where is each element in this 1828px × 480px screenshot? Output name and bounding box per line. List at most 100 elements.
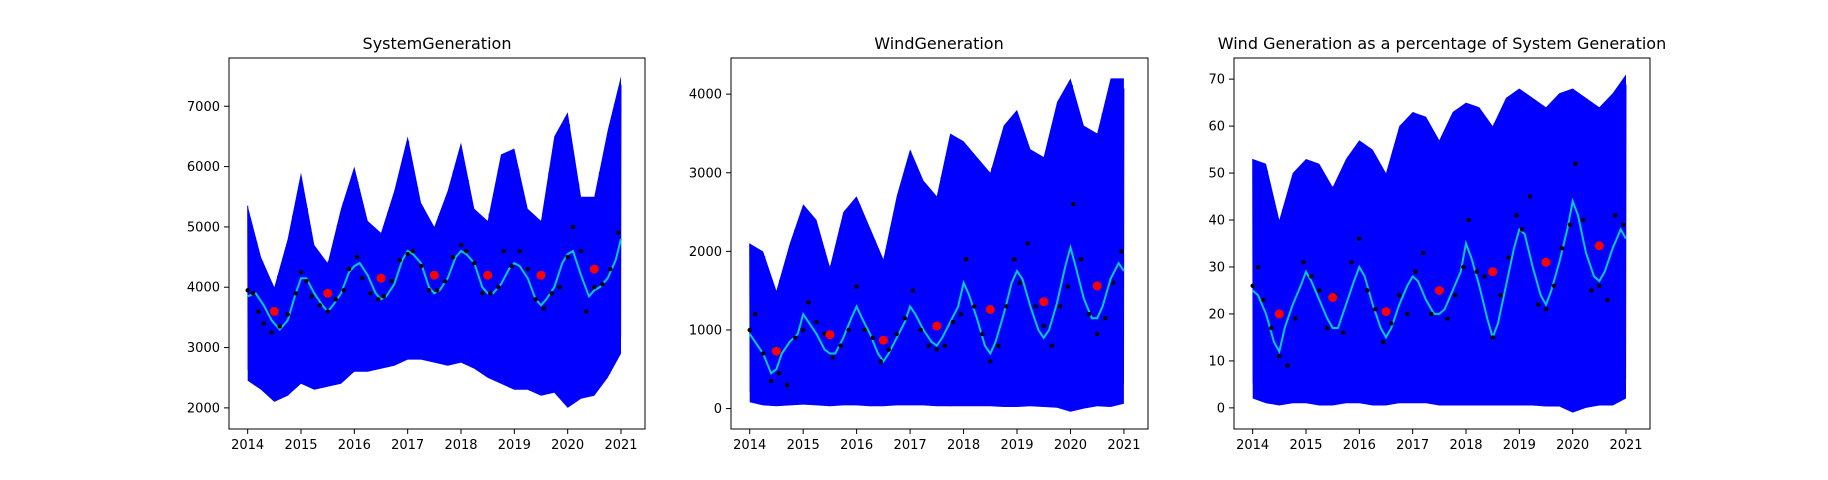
data-point-monthly	[1087, 312, 1092, 317]
data-point-monthly	[381, 294, 386, 299]
data-point-monthly	[1621, 222, 1626, 227]
data-point-monthly	[838, 343, 843, 348]
data-point-monthly	[1079, 257, 1084, 262]
y-tick-label: 50	[1208, 167, 1225, 182]
data-point-monthly	[910, 288, 915, 293]
data-point-monthly	[1490, 335, 1495, 340]
y-tick-label: 1000	[689, 323, 722, 338]
data-point-monthly	[902, 316, 907, 321]
data-point-monthly	[464, 248, 469, 254]
data-point-annual	[1488, 267, 1498, 277]
chart-title: SystemGeneration	[363, 34, 512, 53]
data-point-annual	[483, 270, 493, 280]
data-point-monthly	[1445, 316, 1450, 321]
x-tick-label: 2021	[604, 438, 637, 453]
y-axis: 0 10 20 30 40 50 60 70	[1208, 73, 1234, 416]
y-tick-label: 3000	[689, 166, 722, 181]
data-point-monthly	[1613, 213, 1618, 218]
plot-area	[1250, 74, 1627, 413]
data-point-monthly	[1519, 227, 1525, 232]
data-point-monthly	[918, 327, 923, 333]
data-point-annual	[269, 306, 279, 316]
data-point-monthly	[1285, 363, 1290, 368]
y-tick-label: 70	[1208, 73, 1225, 88]
data-point-annual	[1092, 281, 1102, 291]
data-point-monthly	[950, 319, 956, 325]
data-point-monthly	[894, 331, 899, 337]
y-tick-label: 7000	[187, 100, 220, 115]
data-point-annual	[1381, 307, 1391, 317]
data-point-monthly	[458, 242, 464, 248]
data-point-monthly	[277, 324, 282, 329]
data-point-monthly	[496, 285, 501, 290]
panel-wind-generation: WindGeneration 2014 2015 2016 2017 2018 2019 2…	[689, 34, 1149, 453]
series-line-rolling-mean	[748, 243, 1125, 375]
data-point-monthly	[1466, 217, 1471, 223]
data-point-monthly	[509, 263, 514, 269]
data-point-monthly	[418, 263, 424, 269]
x-axis: 2014 2015 2016 2017 2018 2019 2020 2021	[733, 429, 1140, 453]
data-point-annual	[1594, 241, 1604, 251]
data-point-monthly	[752, 312, 758, 317]
x-tick-label: 2018	[947, 438, 980, 453]
series-band-trace	[247, 84, 622, 406]
data-point-monthly	[958, 312, 964, 317]
data-point-annual	[1434, 286, 1444, 295]
chart-title: WindGeneration	[874, 34, 1003, 53]
data-point-monthly	[1057, 304, 1063, 309]
data-point-monthly	[472, 260, 477, 266]
data-point-monthly	[1357, 236, 1362, 241]
y-tick-label: 30	[1208, 260, 1225, 275]
y-tick-label: 10	[1208, 354, 1225, 369]
data-point-monthly	[806, 300, 811, 305]
x-tick-label: 2014	[1236, 438, 1269, 453]
data-point-monthly	[269, 330, 274, 335]
data-point-monthly	[1527, 194, 1533, 199]
data-point-annual	[429, 270, 439, 280]
x-tick-label: 2015	[284, 438, 317, 453]
data-point-monthly	[1293, 316, 1298, 321]
data-point-monthly	[1004, 304, 1009, 309]
data-point-annual	[323, 288, 333, 298]
data-point-monthly	[434, 288, 440, 293]
data-point-monthly	[1065, 284, 1071, 289]
data-point-monthly	[256, 309, 261, 314]
data-point-monthly	[517, 248, 522, 254]
data-point-monthly	[854, 284, 859, 289]
data-point-monthly	[325, 309, 330, 314]
series-line-rolling-mean	[1252, 197, 1627, 355]
y-tick-label: 6000	[187, 160, 220, 175]
data-point-monthly	[830, 355, 835, 360]
data-point-monthly	[557, 285, 562, 290]
data-point-monthly	[317, 303, 322, 308]
data-point-monthly	[1413, 269, 1418, 274]
x-tick-label: 2014	[231, 438, 264, 453]
x-axis: 2014 2015 2016 2017 2018 2019 2020 2021	[231, 429, 638, 453]
x-axis: 2014 2015 2016 2017 2018 2019 2020 2021	[1236, 429, 1643, 453]
data-point-monthly	[1453, 293, 1458, 298]
data-point-annual	[932, 321, 942, 331]
data-point-monthly	[405, 251, 410, 257]
data-point-monthly	[410, 248, 416, 254]
data-point-monthly	[1255, 264, 1261, 270]
data-point-monthly	[801, 327, 806, 333]
data-point-monthly	[886, 347, 891, 352]
data-point-annual	[589, 264, 599, 274]
data-point-monthly	[389, 279, 394, 284]
chart-title: Wind Generation as a percentage of Syste…	[1218, 34, 1666, 53]
data-point-monthly	[1325, 325, 1330, 331]
data-point-annual	[825, 330, 835, 340]
y-tick-label: 20	[1208, 307, 1225, 322]
data-point-monthly	[1309, 274, 1314, 279]
x-tick-label: 2020	[551, 438, 584, 453]
data-point-annual	[1541, 257, 1551, 267]
data-point-monthly	[600, 282, 605, 287]
data-point-monthly	[793, 335, 798, 340]
x-tick-label: 2020	[1054, 438, 1087, 453]
data-point-monthly	[760, 351, 766, 356]
data-point-monthly	[972, 304, 977, 309]
x-tick-label: 2021	[1609, 438, 1642, 453]
data-point-monthly	[1498, 293, 1503, 298]
data-point-monthly	[1559, 246, 1565, 251]
data-point-annual	[536, 270, 546, 280]
